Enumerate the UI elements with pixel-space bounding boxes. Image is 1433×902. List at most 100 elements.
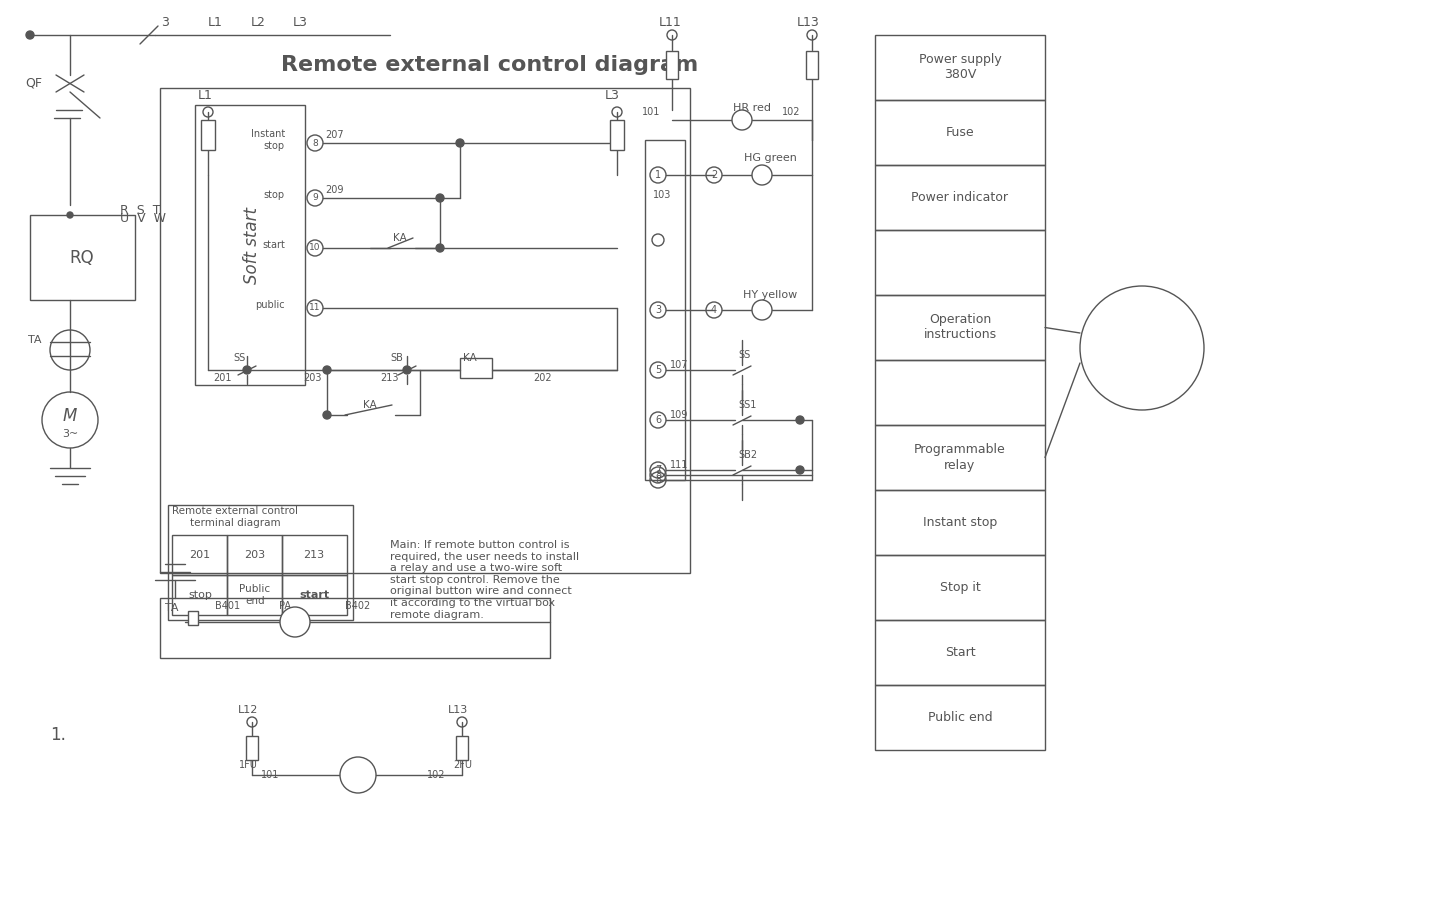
Bar: [172, 575, 226, 615]
Bar: [160, 598, 550, 658]
Circle shape: [1080, 286, 1204, 410]
Text: B402: B402: [345, 601, 370, 611]
Text: start: start: [262, 240, 285, 250]
Bar: [666, 51, 678, 79]
Text: 203: 203: [304, 373, 322, 383]
Bar: [188, 611, 198, 625]
Text: 101: 101: [261, 770, 279, 780]
Text: 1FU: 1FU: [238, 760, 258, 770]
Bar: [876, 295, 1045, 360]
Circle shape: [322, 366, 331, 374]
Text: Power supply
380V: Power supply 380V: [919, 53, 1002, 81]
Text: RQ: RQ: [70, 249, 95, 267]
Text: Instant stop: Instant stop: [923, 516, 997, 529]
Text: Public
end: Public end: [239, 584, 271, 606]
Bar: [460, 358, 492, 378]
Text: SS1: SS1: [739, 400, 757, 410]
Circle shape: [403, 366, 411, 374]
Circle shape: [322, 411, 331, 419]
Text: QF: QF: [24, 77, 42, 89]
Text: V: V: [354, 768, 363, 782]
Text: U  V  W: U V W: [120, 211, 166, 225]
Text: KA: KA: [393, 233, 407, 243]
Bar: [246, 736, 258, 760]
Bar: [876, 685, 1045, 750]
Text: Remote external control diagram: Remote external control diagram: [281, 55, 699, 75]
Text: Soft start: Soft start: [244, 207, 261, 283]
Circle shape: [456, 139, 464, 147]
Text: SB2: SB2: [738, 450, 758, 460]
Text: 111: 111: [671, 460, 688, 470]
Circle shape: [752, 300, 772, 320]
Text: 207: 207: [325, 130, 344, 140]
Text: 3~: 3~: [62, 429, 79, 439]
Bar: [201, 120, 215, 150]
Bar: [282, 535, 347, 575]
Text: stop: stop: [188, 590, 212, 600]
Bar: [876, 100, 1045, 165]
Text: L3: L3: [605, 89, 619, 102]
Text: 213: 213: [304, 550, 324, 560]
Text: 6: 6: [655, 415, 661, 425]
Bar: [876, 230, 1045, 295]
Circle shape: [752, 165, 772, 185]
Text: Instant
stop: Instant stop: [251, 129, 285, 151]
Text: 3: 3: [655, 305, 661, 315]
Bar: [226, 535, 282, 575]
Text: stop: stop: [264, 190, 285, 200]
Text: SB: SB: [391, 353, 404, 363]
Text: 11: 11: [310, 303, 321, 312]
Circle shape: [436, 244, 444, 252]
Text: L1: L1: [208, 15, 222, 29]
Text: 10: 10: [310, 244, 321, 253]
Bar: [172, 535, 226, 575]
Text: SS: SS: [739, 350, 751, 360]
Bar: [805, 51, 818, 79]
Text: 213: 213: [381, 373, 400, 383]
Text: A: A: [291, 615, 299, 629]
Text: L13: L13: [449, 705, 469, 715]
Bar: [876, 490, 1045, 555]
Text: B401: B401: [215, 601, 241, 611]
Text: R  S  T: R S T: [120, 204, 160, 216]
Circle shape: [244, 366, 251, 374]
Bar: [195, 105, 305, 385]
Text: 107: 107: [671, 360, 688, 370]
Text: Power indicator: Power indicator: [911, 191, 1009, 204]
Text: L3: L3: [292, 15, 308, 29]
Text: 203: 203: [245, 550, 265, 560]
Text: HR red: HR red: [734, 103, 771, 113]
Text: Operation
instructions: Operation instructions: [923, 314, 996, 342]
Text: start: start: [299, 590, 330, 600]
Text: Programmable
relay: Programmable relay: [914, 444, 1006, 472]
Circle shape: [732, 110, 752, 130]
Text: HG green: HG green: [744, 153, 797, 163]
Text: 202: 202: [533, 373, 552, 383]
Text: L1: L1: [198, 89, 212, 102]
Text: 1.: 1.: [50, 726, 66, 744]
Circle shape: [67, 212, 73, 218]
Text: 3: 3: [160, 15, 169, 29]
Text: SS: SS: [234, 353, 246, 363]
Text: KA: KA: [463, 353, 477, 363]
Text: 5: 5: [655, 365, 661, 375]
Text: 2FU: 2FU: [453, 760, 473, 770]
Bar: [282, 575, 347, 615]
Text: Fuse: Fuse: [946, 126, 974, 139]
Text: All are
passive
points: All are passive points: [1118, 327, 1165, 370]
Text: Remote external control
terminal diagram: Remote external control terminal diagram: [172, 506, 298, 528]
Text: Start: Start: [944, 646, 976, 659]
Bar: [876, 425, 1045, 490]
Bar: [876, 360, 1045, 425]
Text: Main: If remote button control is
required, the user needs to install
a relay an: Main: If remote button control is requir…: [390, 540, 579, 620]
Text: public: public: [255, 300, 285, 310]
Text: 2: 2: [711, 170, 716, 180]
Bar: [160, 88, 691, 573]
Text: 102: 102: [427, 770, 446, 780]
Bar: [226, 575, 282, 615]
Text: TA: TA: [165, 603, 179, 613]
Text: Public end: Public end: [927, 711, 992, 724]
Text: 102: 102: [781, 107, 800, 117]
Text: 201: 201: [189, 550, 211, 560]
Text: 109: 109: [671, 410, 688, 420]
